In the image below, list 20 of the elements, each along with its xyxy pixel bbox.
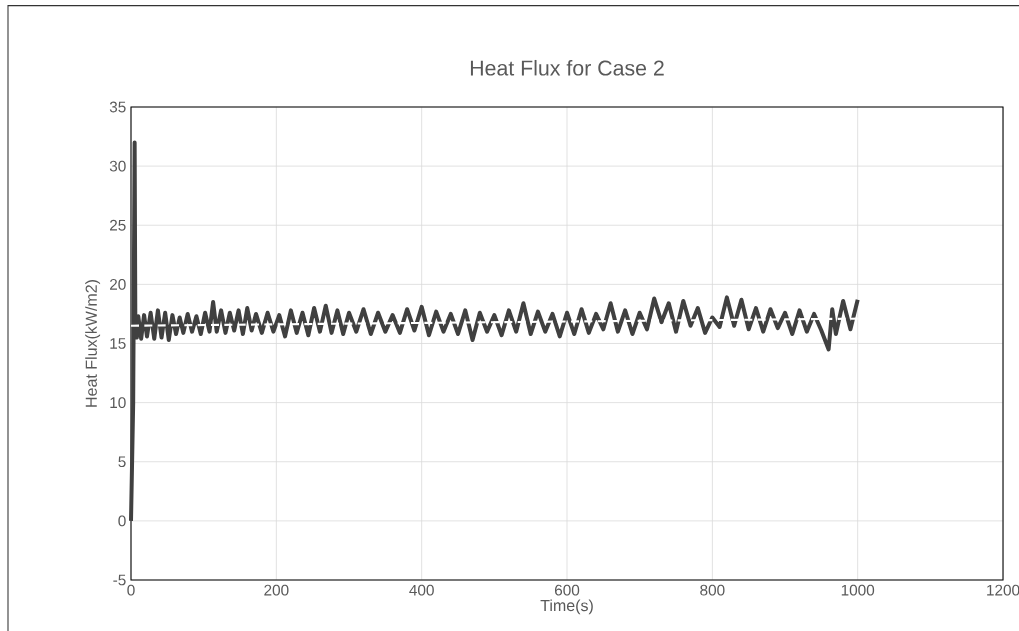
x-axis-title: Time(s): [540, 599, 593, 615]
x-tick-label: 1000: [841, 584, 875, 596]
y-tick-label: 5: [118, 456, 126, 468]
y-tick-label: 15: [110, 338, 126, 349]
y-tick-label: 20: [110, 278, 126, 290]
y-axis-title: Heat Flux(kW/m2): [85, 280, 101, 407]
x-tick-label: 1200: [987, 584, 1019, 596]
x-tick-label: 0: [127, 584, 135, 596]
y-tick-label: 30: [109, 160, 126, 172]
line-series: [129, 140, 860, 523]
y-tick-label: 35: [109, 101, 126, 113]
x-tick-label: 400: [409, 584, 434, 596]
chart-title: Heat Flux for Case 2: [470, 59, 664, 76]
y-tick-label: 25: [110, 219, 126, 231]
x-tick-label: 200: [264, 584, 289, 596]
y-tick-label: -5: [113, 574, 126, 586]
x-tick-label: 800: [700, 584, 725, 596]
y-tick-label: 0: [118, 515, 126, 527]
y-tick-label: 10: [110, 397, 126, 409]
x-tick-label: 600: [554, 584, 580, 596]
